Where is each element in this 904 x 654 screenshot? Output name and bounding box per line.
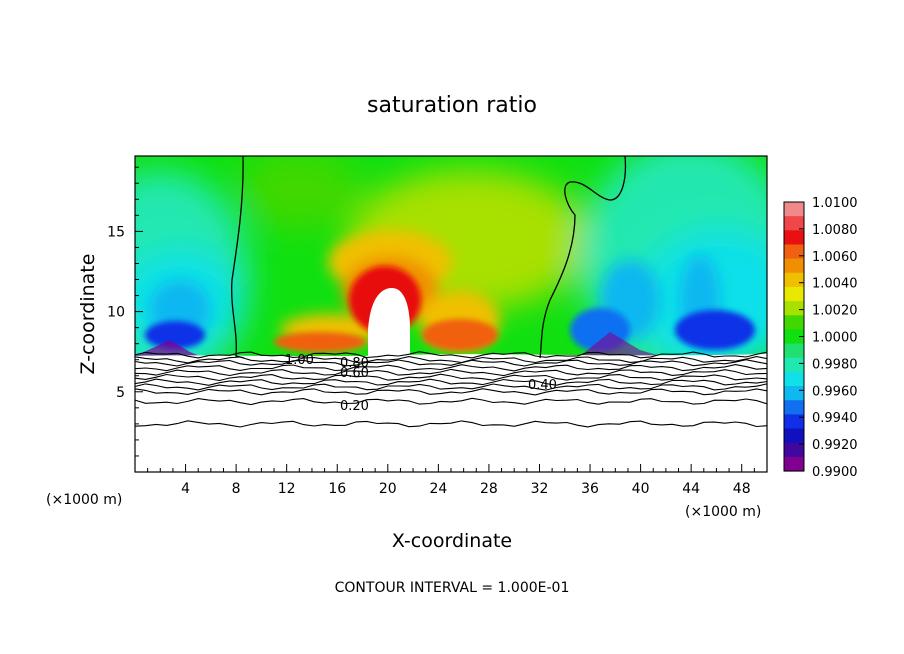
colorbar-label: 0.9960: [812, 384, 858, 399]
contour-line: [134, 420, 768, 428]
colorbar-swatch: [784, 442, 804, 458]
x-tick-label: 24: [429, 481, 447, 497]
colorbar-label: 0.9980: [812, 357, 858, 372]
colorbar-label: 1.0000: [812, 331, 858, 346]
boundary-contours: [231, 155, 627, 359]
saturation-field: [135, 156, 767, 472]
colorbar-label: 1.0100: [812, 196, 858, 211]
y-axis-title: Z-coordinate: [77, 254, 99, 375]
contour-label-0-80: 0.80: [340, 356, 369, 371]
contour-line: [134, 383, 768, 391]
x-unit-label-right: (×1000 m): [685, 504, 761, 520]
x-tick-label: 48: [733, 481, 751, 497]
colorbar-swatch: [784, 343, 804, 359]
colorbar-label: 1.0080: [812, 223, 858, 238]
colorbar-swatch: [784, 400, 804, 415]
contour-label-1-00: 1.00: [285, 353, 314, 368]
x-tick-label: 12: [278, 481, 296, 497]
contour-line: [134, 388, 768, 396]
colorbar-swatch: [784, 315, 804, 331]
contour-labels: 1.00 0.80 0.60 0.40 0.20: [285, 353, 557, 414]
colorbar-label: 1.0060: [812, 250, 858, 265]
colorbar: 1.0100 1.0080 1.0060 1.0040 1.0020 1.0000 0.99…: [783, 196, 858, 480]
colorbar-label: 0.9900: [812, 465, 858, 480]
contour-line: [134, 397, 768, 406]
colorbar-swatch: [784, 371, 804, 387]
colorbar-swatch: [784, 329, 804, 345]
colorbar-label: 0.9920: [812, 438, 858, 453]
x-tick-label: 40: [632, 481, 650, 497]
colorbar-swatch: [784, 202, 804, 217]
colorbar-swatch: [784, 428, 804, 444]
contour-label-0-20: 0.20: [340, 399, 369, 414]
y-tick-label: 15: [107, 224, 125, 240]
contour-lines: [134, 351, 768, 428]
x-tick-label: 28: [480, 481, 498, 497]
x-axis-title: X-coordinate: [392, 530, 512, 552]
y-tick-label: 10: [107, 305, 125, 321]
x-tick-label: 20: [379, 481, 397, 497]
chart-title: saturation ratio: [367, 93, 537, 118]
contour-label-0-60: 0.60: [340, 366, 369, 381]
colorbar-swatch: [784, 216, 804, 231]
x-tick-label: 36: [581, 481, 599, 497]
colorbar-swatch: [784, 230, 804, 246]
contour-line: [134, 356, 768, 364]
colorbar-label: 0.9940: [812, 411, 858, 426]
x-axis: 4 8 12 16 20 24 28 32 36 40 44 48: [147, 464, 755, 497]
colorbar-swatch: [784, 286, 804, 302]
x-tick-label: 8: [232, 481, 241, 497]
colorbar-label: 1.0020: [812, 304, 858, 319]
colorbar-swatch: [784, 386, 804, 401]
colorbar-swatch: [784, 357, 804, 373]
x-tick-label: 16: [328, 481, 346, 497]
x-tick-label: 32: [531, 481, 549, 497]
colorbar-swatch: [784, 244, 804, 260]
colorbar-label: 1.0040: [812, 277, 858, 292]
colorbar-swatch: [784, 301, 804, 316]
x-unit-label-left: (×1000 m): [46, 492, 122, 508]
contour-interval-note: CONTOUR INTERVAL = 1.000E-01: [335, 580, 570, 596]
colorbar-swatch: [784, 414, 804, 430]
contour-line: [134, 351, 768, 359]
y-tick-label: 5: [116, 385, 125, 401]
colorbar-swatch: [784, 258, 804, 274]
contour-line: [134, 359, 768, 367]
contour-line: [134, 373, 768, 382]
colorbar-swatch: [784, 272, 804, 288]
contour-line: [134, 378, 768, 386]
contour-label-0-40: 0.40: [528, 378, 557, 393]
x-tick-label: 44: [682, 481, 700, 497]
contour-line: [134, 364, 768, 372]
y-axis: 5 10 15: [107, 166, 143, 457]
x-tick-label: 4: [181, 481, 190, 497]
contour-line: [134, 368, 768, 377]
colorbar-swatch: [784, 456, 804, 472]
